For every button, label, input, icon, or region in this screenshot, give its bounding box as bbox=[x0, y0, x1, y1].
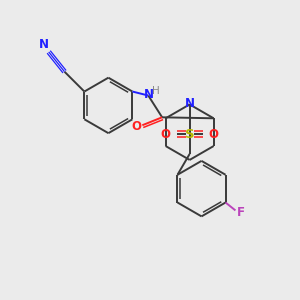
Text: N: N bbox=[39, 38, 49, 52]
Text: N: N bbox=[144, 88, 154, 101]
Text: O: O bbox=[208, 128, 218, 141]
Text: O: O bbox=[131, 120, 141, 133]
Text: S: S bbox=[185, 128, 194, 141]
Text: N: N bbox=[184, 97, 195, 110]
Text: F: F bbox=[236, 206, 244, 219]
Text: O: O bbox=[161, 128, 171, 141]
Text: H: H bbox=[152, 85, 160, 96]
